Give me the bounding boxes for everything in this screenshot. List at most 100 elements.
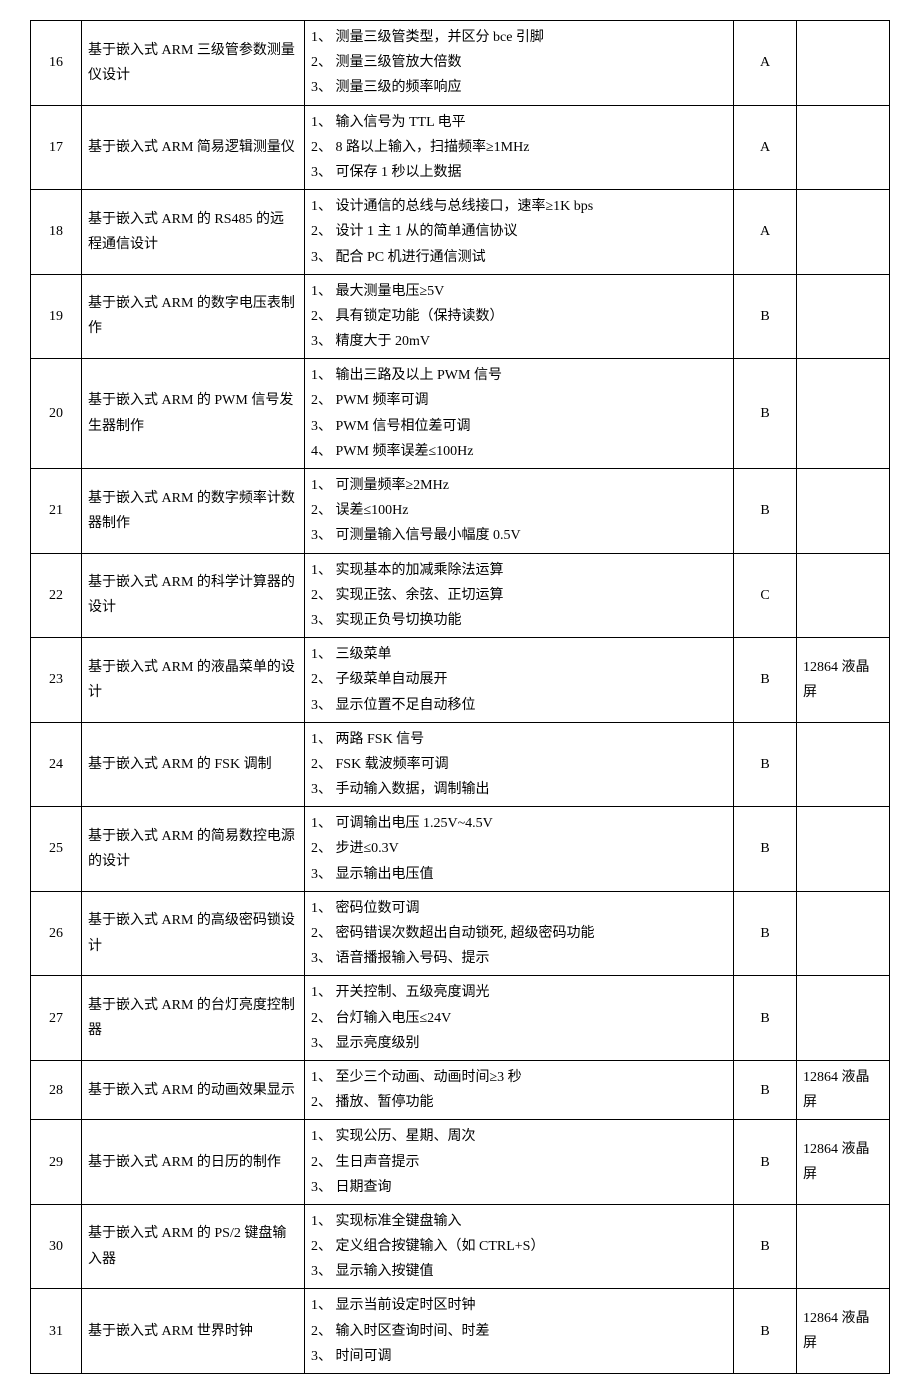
row-number: 24 <box>31 722 82 807</box>
row-number: 21 <box>31 469 82 554</box>
description-line: 3、 手动输入数据，调制输出 <box>311 777 727 802</box>
row-note <box>797 722 890 807</box>
row-description: 1、 至少三个动画、动画时间≥3 秒2、 播放、暂停功能 <box>305 1060 734 1119</box>
description-line: 3、 语音播报输入号码、提示 <box>311 946 727 971</box>
table-row: 18基于嵌入式 ARM 的 RS485 的远程通信设计1、 设计通信的总线与总线… <box>31 190 890 275</box>
row-title: 基于嵌入式 ARM 的液晶菜单的设计 <box>82 638 305 723</box>
row-number: 20 <box>31 359 82 469</box>
table-row: 24基于嵌入式 ARM 的 FSK 调制1、 两路 FSK 信号2、 FSK 载… <box>31 722 890 807</box>
row-number: 28 <box>31 1060 82 1119</box>
description-line: 2、 8 路以上输入，扫描频率≥1MHz <box>311 135 727 160</box>
row-grade: B <box>734 807 797 892</box>
row-number: 23 <box>31 638 82 723</box>
description-line: 2、 误差≤100Hz <box>311 498 727 523</box>
table-row: 28基于嵌入式 ARM 的动画效果显示1、 至少三个动画、动画时间≥3 秒2、 … <box>31 1060 890 1119</box>
row-title: 基于嵌入式 ARM 的台灯亮度控制器 <box>82 976 305 1061</box>
description-line: 2、 步进≤0.3V <box>311 836 727 861</box>
table-row: 29基于嵌入式 ARM 的日历的制作1、 实现公历、星期、周次2、 生日声音提示… <box>31 1120 890 1205</box>
row-number: 26 <box>31 891 82 976</box>
row-number: 29 <box>31 1120 82 1205</box>
row-note <box>797 469 890 554</box>
row-number: 30 <box>31 1204 82 1289</box>
description-line: 2、 实现正弦、余弦、正切运算 <box>311 583 727 608</box>
row-description: 1、 可调输出电压 1.25V~4.5V2、 步进≤0.3V3、 显示输出电压值 <box>305 807 734 892</box>
row-note <box>797 1204 890 1289</box>
description-line: 3、 精度大于 20mV <box>311 329 727 354</box>
description-line: 3、 实现正负号切换功能 <box>311 608 727 633</box>
row-note <box>797 105 890 190</box>
table-row: 27基于嵌入式 ARM 的台灯亮度控制器1、 开关控制、五级亮度调光2、 台灯输… <box>31 976 890 1061</box>
description-line: 2、 子级菜单自动展开 <box>311 667 727 692</box>
projects-table: 16基于嵌入式 ARM 三级管参数测量仪设计1、 测量三级管类型，并区分 bce… <box>30 20 890 1374</box>
row-grade: B <box>734 469 797 554</box>
table-row: 21基于嵌入式 ARM 的数字频率计数器制作1、 可测量频率≥2MHz2、 误差… <box>31 469 890 554</box>
description-line: 3、 显示输入按键值 <box>311 1259 727 1284</box>
row-description: 1、 三级菜单2、 子级菜单自动展开3、 显示位置不足自动移位 <box>305 638 734 723</box>
row-description: 1、 实现公历、星期、周次2、 生日声音提示3、 日期查询 <box>305 1120 734 1205</box>
row-title: 基于嵌入式 ARM 的日历的制作 <box>82 1120 305 1205</box>
table-row: 30基于嵌入式 ARM 的 PS/2 键盘输入器1、 实现标准全键盘输入2、 定… <box>31 1204 890 1289</box>
row-description: 1、 测量三级管类型，并区分 bce 引脚2、 测量三级管放大倍数3、 测量三级… <box>305 21 734 106</box>
description-line: 1、 密码位数可调 <box>311 896 727 921</box>
description-line: 2、 输入时区查询时间、时差 <box>311 1319 727 1344</box>
description-line: 2、 FSK 载波频率可调 <box>311 752 727 777</box>
row-note <box>797 976 890 1061</box>
row-number: 19 <box>31 274 82 359</box>
row-grade: B <box>734 274 797 359</box>
row-title: 基于嵌入式 ARM 的科学计算器的设计 <box>82 553 305 638</box>
row-grade: A <box>734 190 797 275</box>
row-grade: A <box>734 21 797 106</box>
row-description: 1、 两路 FSK 信号2、 FSK 载波频率可调3、 手动输入数据，调制输出 <box>305 722 734 807</box>
table-row: 22基于嵌入式 ARM 的科学计算器的设计1、 实现基本的加减乘除法运算2、 实… <box>31 553 890 638</box>
row-title: 基于嵌入式 ARM 的动画效果显示 <box>82 1060 305 1119</box>
row-grade: B <box>734 1060 797 1119</box>
row-title: 基于嵌入式 ARM 三级管参数测量仪设计 <box>82 21 305 106</box>
row-note <box>797 359 890 469</box>
description-line: 2、 台灯输入电压≤24V <box>311 1006 727 1031</box>
description-line: 1、 设计通信的总线与总线接口，速率≥1K bps <box>311 194 727 219</box>
description-line: 1、 实现公历、星期、周次 <box>311 1124 727 1149</box>
table-row: 20基于嵌入式 ARM 的 PWM 信号发生器制作1、 输出三路及以上 PWM … <box>31 359 890 469</box>
row-note: 12864 液晶屏 <box>797 1120 890 1205</box>
row-grade: B <box>734 1204 797 1289</box>
row-description: 1、 可测量频率≥2MHz2、 误差≤100Hz3、 可测量输入信号最小幅度 0… <box>305 469 734 554</box>
table-row: 16基于嵌入式 ARM 三级管参数测量仪设计1、 测量三级管类型，并区分 bce… <box>31 21 890 106</box>
description-line: 1、 测量三级管类型，并区分 bce 引脚 <box>311 25 727 50</box>
row-description: 1、 实现标准全键盘输入2、 定义组合按键输入（如 CTRL+S）3、 显示输入… <box>305 1204 734 1289</box>
row-grade: A <box>734 105 797 190</box>
description-line: 3、 配合 PC 机进行通信测试 <box>311 245 727 270</box>
row-title: 基于嵌入式 ARM 的高级密码锁设计 <box>82 891 305 976</box>
row-title: 基于嵌入式 ARM 简易逻辑测量仪 <box>82 105 305 190</box>
description-line: 3、 测量三级的频率响应 <box>311 75 727 100</box>
description-line: 2、 生日声音提示 <box>311 1150 727 1175</box>
table-row: 19基于嵌入式 ARM 的数字电压表制作1、 最大测量电压≥5V2、 具有锁定功… <box>31 274 890 359</box>
description-line: 2、 PWM 频率可调 <box>311 388 727 413</box>
row-description: 1、 密码位数可调2、 密码错误次数超出自动锁死, 超级密码功能3、 语音播报输… <box>305 891 734 976</box>
row-title: 基于嵌入式 ARM 的 PS/2 键盘输入器 <box>82 1204 305 1289</box>
description-line: 4、 PWM 频率误差≤100Hz <box>311 439 727 464</box>
row-grade: B <box>734 1120 797 1205</box>
row-number: 16 <box>31 21 82 106</box>
row-number: 27 <box>31 976 82 1061</box>
row-title: 基于嵌入式 ARM 的数字频率计数器制作 <box>82 469 305 554</box>
row-grade: C <box>734 553 797 638</box>
description-line: 3、 时间可调 <box>311 1344 727 1369</box>
description-line: 3、 日期查询 <box>311 1175 727 1200</box>
description-line: 1、 输入信号为 TTL 电平 <box>311 110 727 135</box>
row-number: 18 <box>31 190 82 275</box>
description-line: 1、 三级菜单 <box>311 642 727 667</box>
description-line: 1、 可调输出电压 1.25V~4.5V <box>311 811 727 836</box>
row-title: 基于嵌入式 ARM 的数字电压表制作 <box>82 274 305 359</box>
row-grade: B <box>734 891 797 976</box>
description-line: 2、 具有锁定功能（保持读数） <box>311 304 727 329</box>
description-line: 3、 PWM 信号相位差可调 <box>311 414 727 439</box>
row-note <box>797 807 890 892</box>
row-description: 1、 设计通信的总线与总线接口，速率≥1K bps2、 设计 1 主 1 从的简… <box>305 190 734 275</box>
row-grade: B <box>734 722 797 807</box>
description-line: 1、 最大测量电压≥5V <box>311 279 727 304</box>
description-line: 1、 至少三个动画、动画时间≥3 秒 <box>311 1065 727 1090</box>
row-title: 基于嵌入式 ARM 的 PWM 信号发生器制作 <box>82 359 305 469</box>
description-line: 3、 显示位置不足自动移位 <box>311 693 727 718</box>
description-line: 1、 开关控制、五级亮度调光 <box>311 980 727 1005</box>
table-row: 26基于嵌入式 ARM 的高级密码锁设计1、 密码位数可调2、 密码错误次数超出… <box>31 891 890 976</box>
